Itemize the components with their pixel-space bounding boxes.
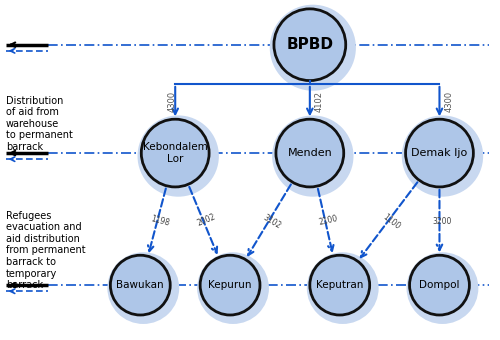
Text: Kebondalem
Lor: Kebondalem Lor <box>143 142 208 164</box>
Text: 3200: 3200 <box>433 217 452 226</box>
Ellipse shape <box>310 255 370 315</box>
Text: 2002: 2002 <box>196 212 217 228</box>
Text: Dompol: Dompol <box>419 280 460 290</box>
Text: Kepurun: Kepurun <box>208 280 252 290</box>
Text: 3102: 3102 <box>261 213 282 231</box>
Ellipse shape <box>274 9 345 81</box>
Ellipse shape <box>406 119 473 187</box>
Text: Keputran: Keputran <box>316 280 364 290</box>
Text: Bawukan: Bawukan <box>116 280 164 290</box>
Text: 4300: 4300 <box>168 91 176 112</box>
Ellipse shape <box>402 115 483 197</box>
Ellipse shape <box>272 115 353 197</box>
Ellipse shape <box>200 255 260 315</box>
Text: 2100: 2100 <box>318 214 338 227</box>
Text: Refugees
evacuation and
aid distribution
from permanent
barrack to
temporary
bar: Refugees evacuation and aid distribution… <box>6 211 86 290</box>
Ellipse shape <box>108 252 179 324</box>
Text: 1100: 1100 <box>380 212 402 231</box>
Ellipse shape <box>410 255 470 315</box>
Ellipse shape <box>110 255 170 315</box>
Ellipse shape <box>270 5 356 91</box>
Ellipse shape <box>138 115 219 197</box>
Ellipse shape <box>142 119 209 187</box>
Text: 4300: 4300 <box>444 91 454 112</box>
Ellipse shape <box>406 252 478 324</box>
Ellipse shape <box>197 252 269 324</box>
Text: Distribution
of aid from
warehouse
to permanent
barrack: Distribution of aid from warehouse to pe… <box>6 96 72 152</box>
Text: 1198: 1198 <box>150 215 171 228</box>
Text: Menden: Menden <box>288 148 332 158</box>
Ellipse shape <box>276 119 344 187</box>
Text: 4102: 4102 <box>315 91 324 112</box>
Text: Demak Ijo: Demak Ijo <box>412 148 468 158</box>
Text: BPBD: BPBD <box>286 37 334 52</box>
Ellipse shape <box>307 252 378 324</box>
